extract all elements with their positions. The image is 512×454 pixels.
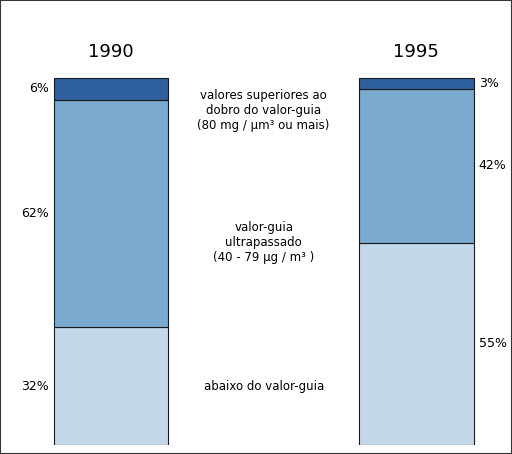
Bar [359,243,474,445]
Bar [54,100,168,327]
Text: 3%: 3% [479,77,499,90]
Bar [359,89,474,243]
Text: abaixo do valor-guia: abaixo do valor-guia [204,380,324,393]
Text: valores superiores ao
dobro do valor-guia
(80 mg / μm³ ou mais): valores superiores ao dobro do valor-gui… [198,89,330,132]
Text: 1990: 1990 [88,43,134,61]
Text: 6%: 6% [29,82,49,95]
Text: 1995: 1995 [393,43,439,61]
Text: 32%: 32% [21,380,49,393]
Text: valor-guia
ultrapassado
(40 - 79 μg / m³ ): valor-guia ultrapassado (40 - 79 μg / m³… [213,222,314,265]
Bar [54,327,168,445]
Bar [359,78,474,89]
Text: 42%: 42% [479,159,506,173]
Text: 62%: 62% [21,207,49,220]
Text: 55%: 55% [479,337,507,350]
Bar [54,78,168,100]
